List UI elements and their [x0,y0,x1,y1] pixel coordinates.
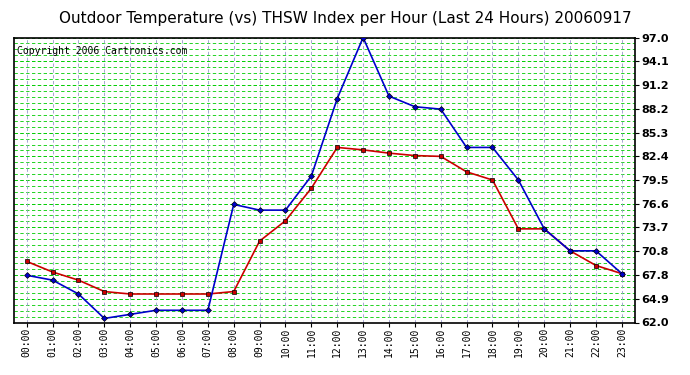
Text: Copyright 2006 Cartronics.com: Copyright 2006 Cartronics.com [17,46,187,56]
Text: Outdoor Temperature (vs) THSW Index per Hour (Last 24 Hours) 20060917: Outdoor Temperature (vs) THSW Index per … [59,11,631,26]
